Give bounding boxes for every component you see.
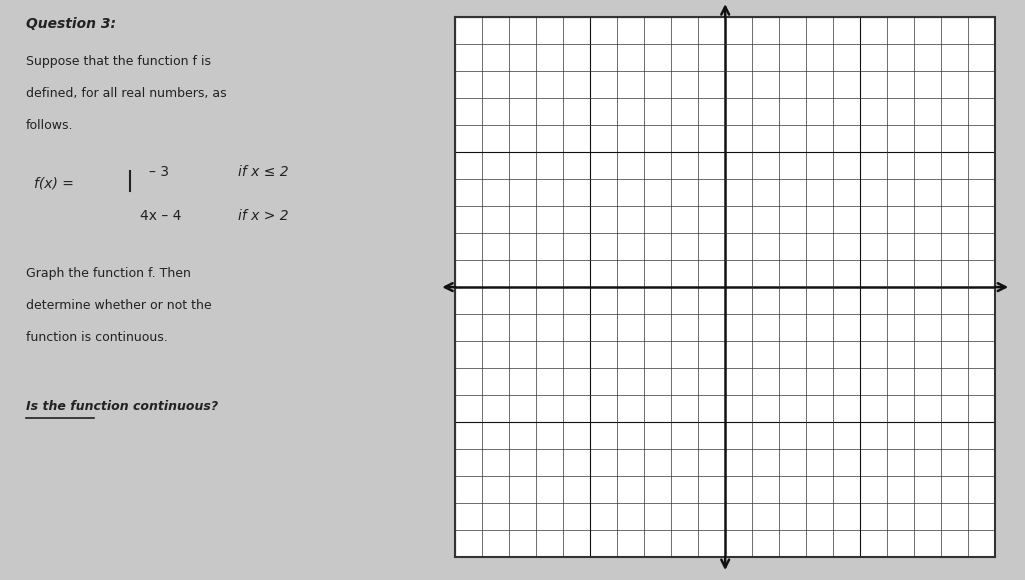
Text: if x ≤ 2: if x ≤ 2 (238, 165, 289, 179)
Text: Graph the function f. Then: Graph the function f. Then (26, 267, 191, 280)
Text: 4x – 4: 4x – 4 (140, 209, 181, 223)
Text: f(x) =: f(x) = (34, 177, 74, 191)
Text: function is continuous.: function is continuous. (26, 331, 167, 343)
Text: determine whether or not the: determine whether or not the (26, 299, 211, 311)
Text: Suppose that the function f is: Suppose that the function f is (26, 55, 210, 68)
Text: if x > 2: if x > 2 (238, 209, 289, 223)
Text: follows.: follows. (26, 119, 73, 132)
Text: Is the function continuous?: Is the function continuous? (26, 400, 217, 413)
Text: – 3: – 3 (149, 165, 169, 179)
Text: defined, for all real numbers, as: defined, for all real numbers, as (26, 87, 227, 100)
Text: Question 3:: Question 3: (26, 17, 116, 31)
